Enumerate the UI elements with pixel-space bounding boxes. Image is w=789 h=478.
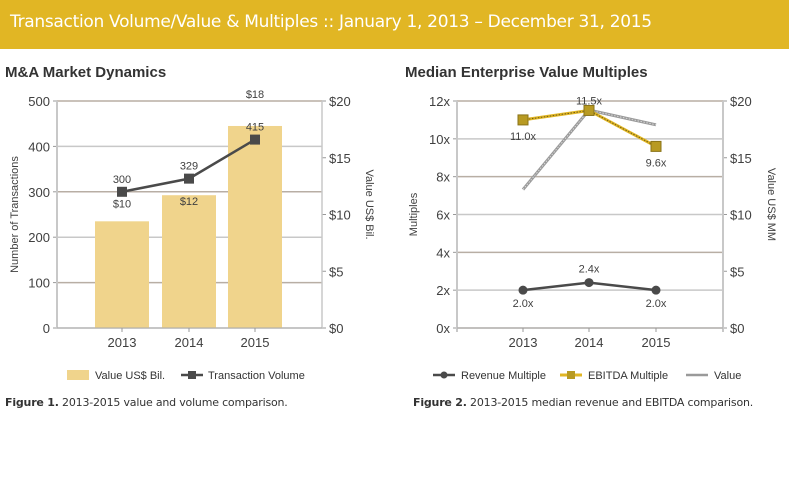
value-line-pattern xyxy=(522,109,657,190)
y-tick-label: 200 xyxy=(28,230,50,245)
ebitda-label: 9.6x xyxy=(646,157,667,169)
x-tick-label: 2014 xyxy=(175,335,204,350)
y-axis-title: Multiples xyxy=(408,192,420,236)
y2-tick-label: $5 xyxy=(329,264,343,279)
y-tick-label: 10x xyxy=(429,132,450,147)
legend-marker-volume xyxy=(188,371,196,379)
figure1-caption-label: Figure 1. xyxy=(5,396,59,409)
y-tick-label: 0x xyxy=(436,321,450,336)
y-tick-label: 400 xyxy=(28,139,50,154)
ebitda-label: 11.5x xyxy=(576,95,603,107)
bar-2013 xyxy=(95,221,149,328)
transaction-volume-label: 300 xyxy=(113,174,131,186)
y2-axis-title: Value US$ MM xyxy=(765,168,777,241)
chart1-market-dynamics: 0 100 200 300 400 500 $0 $5 $10 $15 $20 2013 2014 201… xyxy=(9,89,375,382)
chart2-ev-multiples: 0x 2x 4x 6x 8x 10x 12x $0 $5 $10 $15 $20 2013 2014 201… xyxy=(408,94,777,382)
figure2-caption-label: Figure 2. xyxy=(413,396,467,409)
x-tick-label: 2013 xyxy=(108,335,137,350)
chart2-title: Median Enterprise Value Multiples xyxy=(405,64,648,81)
y2-tick-label: $15 xyxy=(730,151,752,166)
x-tick-label: 2013 xyxy=(509,335,538,350)
figure1-caption: Figure 1. 2013-2015 value and volume com… xyxy=(5,396,288,409)
transaction-volume-marker xyxy=(117,186,127,197)
x-tick-label: 2015 xyxy=(642,335,671,350)
y2-tick-label: $5 xyxy=(730,264,744,279)
y2-axis-title: Value US$ Bil. xyxy=(363,169,375,239)
figure2-caption-text: 2013-2015 median revenue and EBITDA comp… xyxy=(466,396,754,409)
x-tick-label: 2015 xyxy=(241,335,270,350)
y-axis-title: Number of Transactions xyxy=(9,156,21,273)
revenue-marker xyxy=(518,285,528,295)
bar-2015 xyxy=(228,125,282,328)
y2-tick-label: $0 xyxy=(730,321,744,336)
ebitda-marker xyxy=(650,140,662,152)
transaction-volume-label: 415 xyxy=(246,122,264,134)
y-tick-label: 500 xyxy=(28,94,50,109)
y-tick-label: 2x xyxy=(436,283,450,298)
y2-tick-label: $10 xyxy=(329,208,351,223)
figure1-caption-text: 2013-2015 value and volume comparison. xyxy=(58,396,288,409)
y-tick-label: 8x xyxy=(436,170,450,185)
revenue-label: 2.4x xyxy=(579,264,600,276)
revenue-label: 2.0x xyxy=(646,298,667,310)
legend-label-volume: Transaction Volume xyxy=(208,370,305,382)
y-tick-label: 300 xyxy=(28,185,50,200)
y-tick-label: 6x xyxy=(436,208,450,223)
value-line xyxy=(521,108,657,191)
figure2-caption: Figure 2. 2013-2015 median revenue and E… xyxy=(413,396,753,409)
legend-label-revenue: Revenue Multiple xyxy=(461,370,546,382)
bar-2014 xyxy=(162,195,216,328)
bar-value-label: $12 xyxy=(180,196,198,208)
transaction-volume-marker xyxy=(184,173,194,184)
legend-marker-revenue xyxy=(440,371,448,379)
y-tick-label: 12x xyxy=(429,94,450,109)
revenue-label: 2.0x xyxy=(513,298,534,310)
legend-marker-ebitda xyxy=(567,371,575,379)
y2-tick-label: $10 xyxy=(730,208,752,223)
ebitda-marker xyxy=(583,104,595,116)
transaction-volume-marker xyxy=(250,134,260,145)
x-tick-label: 2014 xyxy=(575,335,604,350)
revenue-marker xyxy=(651,285,661,295)
legend-label-value: Value US$ Bil. xyxy=(95,370,165,382)
y2-tick-label: $15 xyxy=(329,151,351,166)
y-tick-label: 0 xyxy=(43,321,50,336)
banner-title: Transaction Volume/Value & Multiples :: … xyxy=(10,12,652,32)
legend-label-ebitda: EBITDA Multiple xyxy=(588,370,668,382)
bar-value-label: $18 xyxy=(246,89,264,101)
y2-tick-label: $20 xyxy=(730,94,752,109)
y-tick-label: 4x xyxy=(436,245,450,260)
legend-swatch-value xyxy=(67,370,89,380)
y2-tick-label: $20 xyxy=(329,94,351,109)
header-banner: Transaction Volume/Value & Multiples :: … xyxy=(0,0,789,49)
y2-tick-label: $0 xyxy=(329,321,343,336)
ebitda-marker xyxy=(517,114,529,126)
legend-label-value: Value xyxy=(714,370,741,382)
transaction-volume-label: 329 xyxy=(180,161,198,173)
y-tick-label: 100 xyxy=(28,276,50,291)
revenue-marker xyxy=(584,278,594,288)
chart1-title: M&A Market Dynamics xyxy=(5,64,167,81)
ebitda-label: 11.0x xyxy=(510,131,537,143)
bar-value-label: $10 xyxy=(113,198,131,210)
